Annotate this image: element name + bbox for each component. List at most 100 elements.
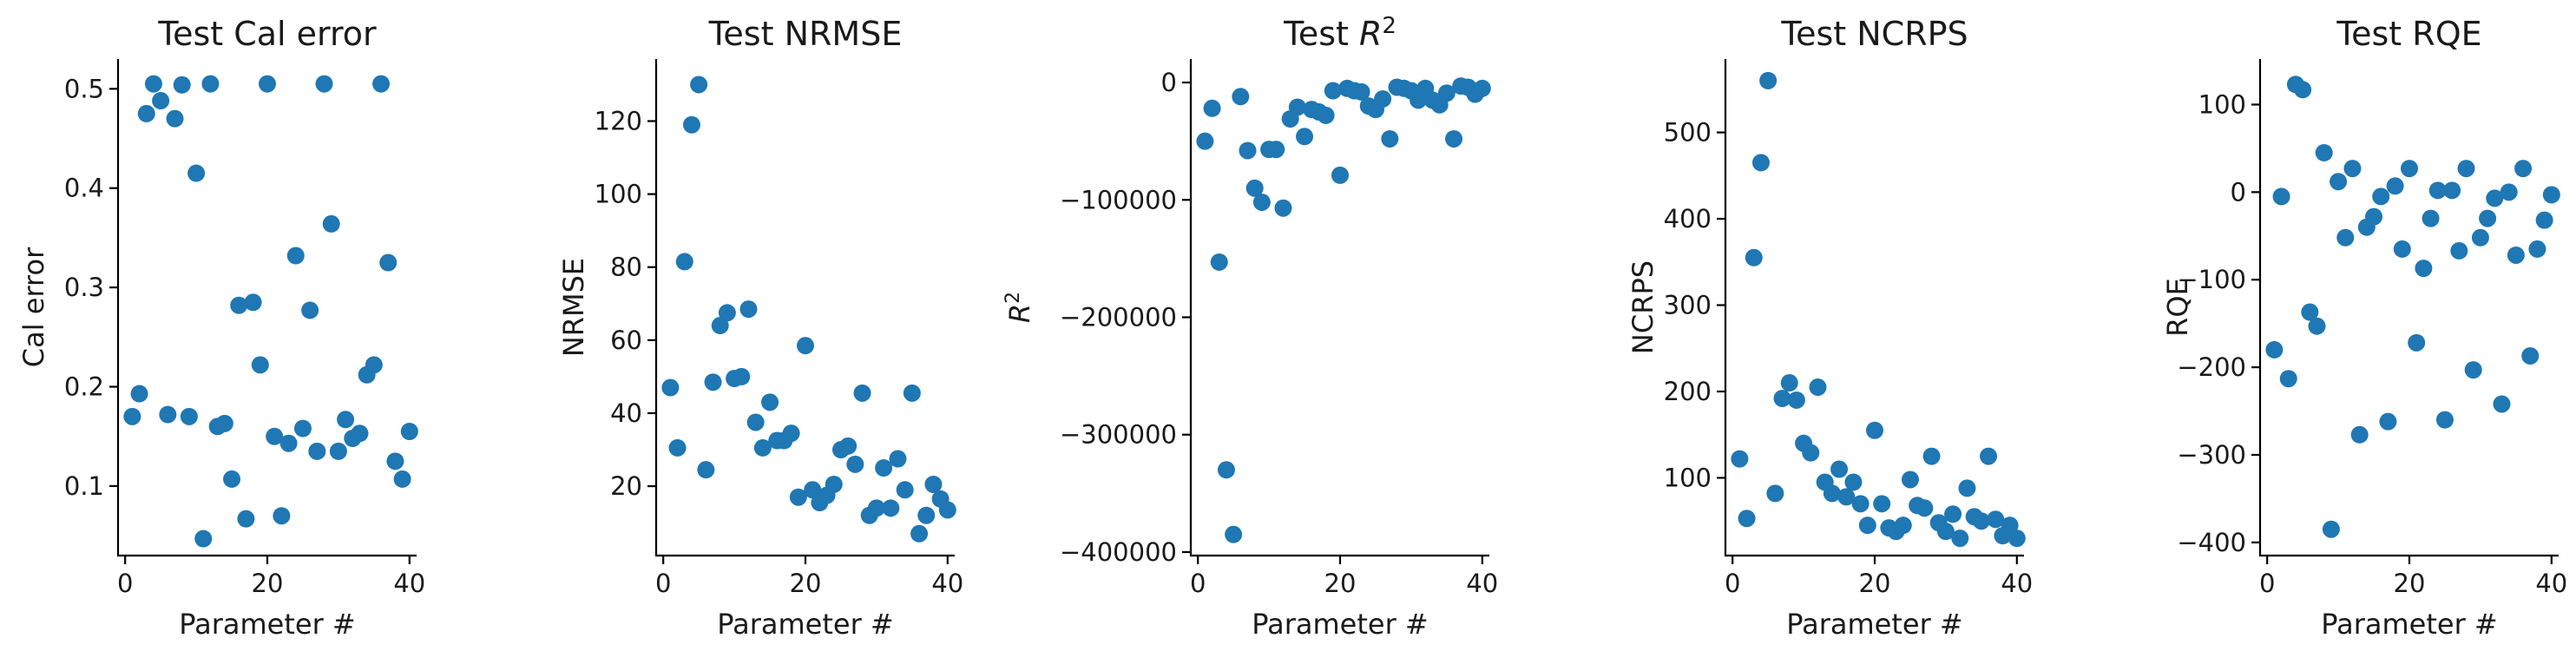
x-tick-label: 0 <box>1190 569 1206 598</box>
data-point <box>1288 98 1306 116</box>
data-point <box>194 530 213 548</box>
data-point <box>917 506 936 524</box>
data-point <box>2301 303 2319 321</box>
data-point <box>1922 447 1941 465</box>
data-point <box>2479 209 2497 227</box>
chart-title: Test NCRPS <box>1780 15 1968 53</box>
data-point <box>2542 186 2560 204</box>
data-point <box>1780 374 1798 392</box>
data-point <box>1225 525 1243 543</box>
data-point <box>1352 82 1370 101</box>
x-tick-label: 0 <box>117 569 133 598</box>
data-point <box>1830 460 1849 478</box>
data-point <box>1759 71 1778 89</box>
data-point <box>875 459 893 477</box>
title-r: R <box>1359 15 1382 53</box>
data-point <box>1851 495 1870 513</box>
y-tick-label: 0.2 <box>64 372 104 402</box>
data-point <box>2408 333 2426 352</box>
data-point <box>1217 461 1235 479</box>
data-point <box>2471 228 2489 247</box>
y-tick-label: 400 <box>1664 204 1712 234</box>
panel-cal-error: Test Cal error Parameter # Cal error 0 20 40 0… <box>17 15 425 641</box>
data-point <box>215 414 233 432</box>
data-point <box>1196 132 1214 150</box>
y-tick-label: 100 <box>595 180 642 209</box>
x-axis-label: Parameter # <box>1786 608 1962 641</box>
data-point <box>889 450 907 468</box>
data-point <box>279 434 298 452</box>
data-point <box>668 438 687 457</box>
data-point <box>804 481 822 499</box>
data-point <box>2428 181 2447 200</box>
data-point <box>1317 106 1335 124</box>
x-axis-label: Parameter # <box>2321 608 2497 641</box>
data-point <box>825 475 843 493</box>
data-point <box>244 293 262 312</box>
data-point <box>1787 391 1805 409</box>
data-point <box>903 384 921 402</box>
ylabel-r: R <box>1003 304 1036 323</box>
data-point <box>1916 499 1934 517</box>
data-point <box>1894 517 1912 535</box>
data-point <box>2386 177 2404 195</box>
data-point <box>337 411 355 429</box>
data-point <box>2443 181 2461 200</box>
data-point <box>711 317 729 335</box>
data-point <box>237 510 255 528</box>
x-tick-label: 40 <box>2001 569 2033 598</box>
panel-rqe: Test RQE Parameter # RQE 0 20 40 100 0 −100 −200 −… <box>2161 15 2567 641</box>
data-point <box>2336 228 2355 247</box>
y-tick-label: 100 <box>2198 89 2246 119</box>
data-point <box>273 507 291 525</box>
y-tick-label: 300 <box>1664 291 1712 320</box>
y-tick-label: 0.5 <box>64 74 104 103</box>
data-point <box>2514 160 2533 178</box>
data-point <box>2330 173 2348 191</box>
data-point <box>2521 346 2540 365</box>
data-point <box>2486 189 2504 207</box>
data-point <box>1823 484 1841 503</box>
y-tick-label: −100 <box>2177 265 2246 294</box>
data-point <box>2372 188 2390 206</box>
data-point <box>924 475 943 493</box>
y-tick-label: 100 <box>1664 463 1712 492</box>
data-point <box>379 253 398 272</box>
data-point <box>1232 88 1250 106</box>
data-point <box>2265 340 2284 359</box>
data-point <box>286 247 305 265</box>
y-tick-label: −200000 <box>1060 302 1177 332</box>
x-tick-label: 0 <box>2259 569 2275 598</box>
data-point <box>1809 378 1827 397</box>
data-point <box>718 304 736 322</box>
data-point <box>393 470 411 488</box>
data-point <box>1773 389 1791 407</box>
data-point <box>1972 512 1990 530</box>
y-tick-label: −400000 <box>1060 537 1177 567</box>
data-point <box>173 76 191 94</box>
data-point <box>266 427 284 445</box>
panel-nrmse: Test NRMSE Parameter # NRMSE 0 20 40 20 40 60 80 1… <box>557 15 963 641</box>
data-point <box>1331 166 1349 184</box>
y-tick-label: 0.1 <box>64 471 104 501</box>
data-point <box>761 393 779 411</box>
data-point <box>782 424 800 443</box>
data-point <box>1936 523 1955 541</box>
data-point <box>1837 488 1856 506</box>
data-point <box>2415 260 2433 278</box>
y-tick-label: 0.3 <box>64 273 104 302</box>
data-point <box>1324 82 1342 100</box>
y-tick-label: 0 <box>1161 68 1177 97</box>
data-point <box>386 452 404 470</box>
y-axis-label: RQE <box>2161 278 2194 337</box>
data-point <box>130 385 148 403</box>
data-point <box>2350 425 2369 444</box>
data-point <box>301 301 319 319</box>
data-point <box>1802 444 1820 462</box>
x-tick-label: 40 <box>931 569 963 598</box>
data-point <box>2507 246 2525 264</box>
y-tick-label: 60 <box>610 326 642 355</box>
data-point <box>144 75 162 93</box>
data-point <box>315 75 333 93</box>
